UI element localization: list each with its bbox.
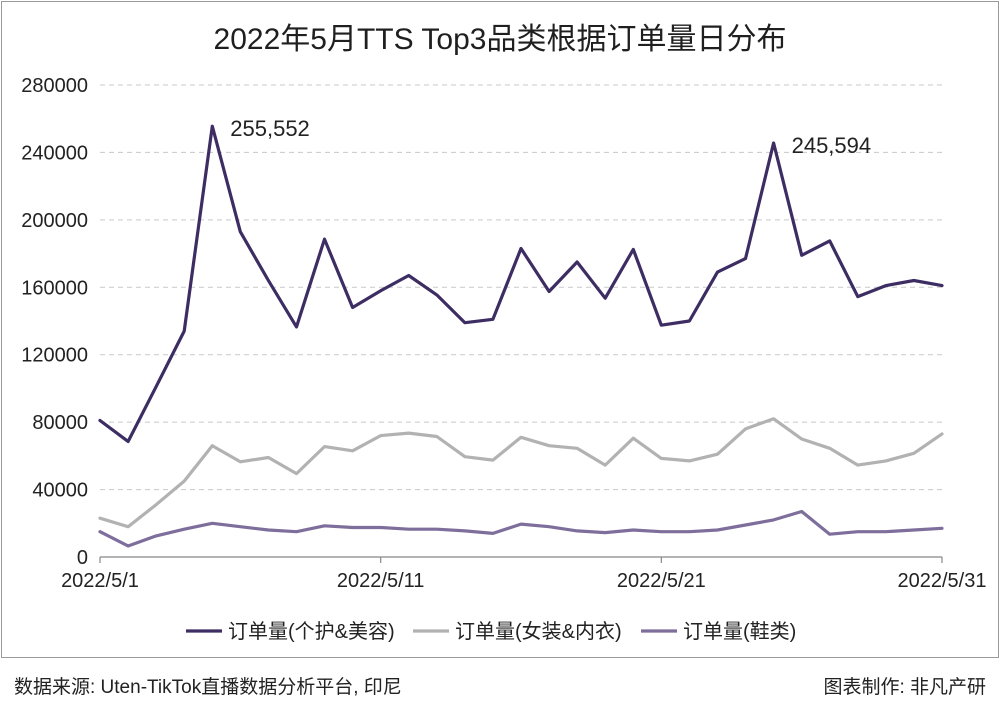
source-note: 数据来源: Uten-TikTok直播数据分析平台, 印尼	[14, 677, 402, 698]
series-line-2	[98, 509, 944, 548]
legend: 订单量(个护&美容) 订单量(女装&内衣) 订单量(鞋类)	[186, 620, 796, 643]
y-tick-label: 40000	[32, 480, 88, 502]
data-label: 245,594	[792, 133, 872, 158]
x-tick-label: 2022/5/1	[61, 570, 139, 592]
x-tick-label: 2022/5/21	[617, 570, 706, 592]
y-tick-label: 160000	[21, 277, 88, 299]
annotations: 255,552 245,594	[230, 116, 871, 158]
legend-item-0: 订单量(个护&美容)	[186, 620, 395, 643]
series-line-1	[98, 417, 944, 529]
y-tick-label: 0	[77, 547, 88, 569]
data-label: 255,552	[230, 116, 310, 141]
x-tick-label: 2022/5/31	[898, 570, 987, 592]
legend-item-1: 订单量(女装&内衣)	[413, 620, 622, 643]
y-tick-label: 280000	[21, 75, 88, 97]
x-axis: 2022/5/1 2022/5/11 2022/5/21 2022/5/31	[61, 556, 987, 592]
legend-label: 订单量(个护&美容)	[228, 620, 395, 643]
y-axis-ticks: 0 40000 80000 120000 160000 200000 240000 28000…	[21, 75, 88, 569]
y-tick-label: 80000	[32, 412, 88, 434]
credit-note: 图表制作: 非凡产研	[823, 677, 986, 698]
chart-title: 2022年5月TTS Top3品类根据订单量日分布	[213, 23, 787, 56]
x-tick-label: 2022/5/11	[337, 570, 425, 592]
legend-label: 订单量(鞋类)	[683, 620, 796, 643]
series-lines	[98, 124, 944, 548]
chart-frame	[1, 1, 999, 658]
y-tick-label: 200000	[21, 210, 88, 232]
series-line-0	[98, 124, 944, 444]
y-tick-label: 120000	[21, 345, 88, 367]
legend-label: 订单量(女装&内衣)	[455, 620, 622, 643]
legend-item-2: 订单量(鞋类)	[641, 620, 796, 643]
y-tick-label: 240000	[21, 142, 88, 164]
